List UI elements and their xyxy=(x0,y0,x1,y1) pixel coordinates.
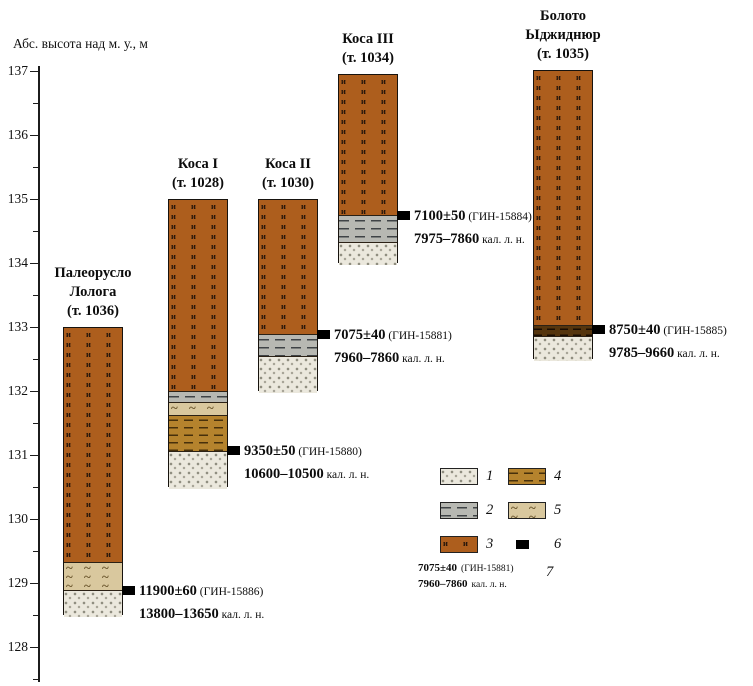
layer-peat: и и и и и и и и и и и и и и и и и и и и … xyxy=(534,70,592,325)
legend-example-lab: (ГИН-15881) xyxy=(461,564,514,574)
y-axis-minor-tick xyxy=(33,103,39,105)
pattern-glyphs: ~ ~ ~ ~ ~ ~ ~ ~ ~ ~ ~ ~ ~ ~ ~ ~ ~ ~ ~ ~ … xyxy=(171,402,214,416)
y-axis-minor-tick xyxy=(33,487,39,489)
layer-peatloam xyxy=(169,415,227,452)
legend-num-6: 6 xyxy=(554,536,562,552)
pattern-glyphs: и и и и и и и и и и и и и и и и и и и и … xyxy=(261,201,306,334)
layer-sand xyxy=(259,356,317,393)
y-axis-tick-label: 135 xyxy=(7,191,28,206)
y-axis-tick-label: 129 xyxy=(7,575,28,590)
layer-peat: и и и и и и и и и и и и и и и и и и и и … xyxy=(259,200,317,335)
y-axis-minor-tick xyxy=(33,167,39,169)
legend-num-2: 2 xyxy=(486,502,494,518)
layer-peat: и и и и и и и и и и и и и и и и и и и и … xyxy=(64,328,122,562)
y-axis-tick-label: 133 xyxy=(7,319,28,334)
legend-swatch-sand xyxy=(440,468,478,485)
layer-wavy: ~ ~ ~ ~ ~ ~ ~ ~ ~ ~ ~ ~ ~ ~ ~ ~ ~ ~ ~ ~ … xyxy=(64,561,122,592)
sample-marker xyxy=(227,446,240,456)
sample-marker xyxy=(397,211,410,221)
legend-sample-marker xyxy=(516,540,529,549)
sample-marker xyxy=(122,585,135,595)
y-axis-minor-tick xyxy=(33,551,39,553)
date-label-boloto-ydzhidnyur: 8750±40 (ГИН-15885) 9785–9660 кал. л. н. xyxy=(609,321,727,361)
y-axis-minor-tick xyxy=(33,615,39,617)
pattern-glyphs: и и и и и и и и и и и и и и и и и и и и … xyxy=(341,76,386,216)
y-axis-tick xyxy=(30,71,39,73)
column-paleoruslo-lologa: и и и и и и и и и и и и и и и и и и и и … xyxy=(63,327,123,617)
legend-num-5: 5 xyxy=(554,502,562,518)
layer-wavy: ~ ~ ~ ~ ~ ~ ~ ~ ~ ~ ~ ~ ~ ~ ~ ~ ~ ~ ~ ~ … xyxy=(169,401,227,417)
y-axis-tick-label: 128 xyxy=(7,639,28,654)
column-kosa-iii: и и и и и и и и и и и и и и и и и и и и … xyxy=(338,74,398,265)
layer-peat: и и и и и и и и и и и и и и и и и и и и … xyxy=(339,75,397,216)
legend-swatch-peat: и и и и и и и и и и и и и и и и и и и и … xyxy=(440,536,478,553)
column-boloto-ydzhidnyur: и и и и и и и и и и и и и и и и и и и и … xyxy=(533,69,593,361)
legend-example-cal: 7960–7860 xyxy=(418,578,468,590)
y-axis-tick-label: 130 xyxy=(7,511,28,526)
legend-num-4: 4 xyxy=(554,468,562,484)
y-axis-title: Абс. высота над м. у., м xyxy=(13,36,148,51)
y-axis-line xyxy=(38,66,40,682)
layer-sand xyxy=(534,335,592,361)
pattern-glyphs: ~ ~ ~ ~ ~ ~ ~ ~ ~ ~ ~ ~ ~ ~ ~ ~ ~ ~ ~ ~ … xyxy=(511,503,536,518)
y-axis-tick-label: 136 xyxy=(7,127,28,142)
legend-example-c14: 7075±40 xyxy=(418,562,458,574)
legend-date-example: 7075±40 (ГИН-15881) 7960–7860 кал. л. н. xyxy=(418,560,514,592)
y-axis-tick xyxy=(30,263,39,265)
y-axis-tick-label: 132 xyxy=(7,383,28,398)
layer-peatloam-dark xyxy=(534,324,592,337)
legend-swatch-wavy: ~ ~ ~ ~ ~ ~ ~ ~ ~ ~ ~ ~ ~ ~ ~ ~ ~ ~ ~ ~ … xyxy=(508,502,546,519)
sample-marker xyxy=(592,324,605,334)
pattern-glyphs: и и и и и и и и и и и и и и и и и и и и … xyxy=(66,329,111,562)
legend-num-3: 3 xyxy=(486,536,494,552)
column-title-kosa-ii: Коса II (т. 1030) xyxy=(262,156,314,191)
layer-peat: и и и и и и и и и и и и и и и и и и и и … xyxy=(169,200,227,391)
pattern-glyphs: ~ ~ ~ ~ ~ ~ ~ ~ ~ ~ ~ ~ ~ ~ ~ ~ ~ ~ ~ ~ … xyxy=(66,562,109,592)
date-label-paleoruslo-lologa: 11900±60 (ГИН-15886) 13800–13650 кал. л. … xyxy=(139,582,265,622)
y-axis-minor-tick xyxy=(33,423,39,425)
y-axis-minor-tick xyxy=(33,359,39,361)
layer-silt xyxy=(259,334,317,358)
pattern-glyphs: и и и и и и и и и и и и и и и и и и и и … xyxy=(536,71,581,325)
pattern-glyphs: и и и и и и и и и и и и и и и и и и и и … xyxy=(443,538,468,552)
column-kosa-i: и и и и и и и и и и и и и и и и и и и и … xyxy=(168,199,228,489)
y-axis-tick-label: 134 xyxy=(7,255,28,270)
legend-example-cal-suffix: кал. л. н. xyxy=(471,580,507,590)
y-axis-tick xyxy=(30,647,39,649)
date-label-kosa-i: 9350±50 (ГИН-15880) 10600–10500 кал. л. н… xyxy=(244,443,370,483)
layer-sand xyxy=(64,590,122,617)
y-axis-tick xyxy=(30,583,39,585)
column-title-kosa-i: Коса I (т. 1028) xyxy=(172,156,224,191)
column-title-kosa-iii: Коса III (т. 1034) xyxy=(342,31,394,67)
legend-num-1: 1 xyxy=(486,468,494,484)
y-axis-minor-tick xyxy=(33,295,39,297)
y-axis-tick-label: 131 xyxy=(7,447,28,462)
y-axis-tick xyxy=(30,519,39,521)
y-axis-minor-tick xyxy=(33,679,39,681)
column-title-paleoruslo-lologa: Палеорусло Лолога (т. 1036) xyxy=(54,265,132,319)
y-axis-minor-tick xyxy=(33,231,39,233)
legend-num-7: 7 xyxy=(546,564,554,580)
layer-silt xyxy=(339,215,397,244)
column-title-boloto-ydzhidnyur: Болото Ыджиднюр (т. 1035) xyxy=(525,7,601,62)
pattern-glyphs: и и и и и и и и и и и и и и и и и и и и … xyxy=(171,201,216,391)
y-axis-tick xyxy=(30,455,39,457)
sample-marker xyxy=(317,329,330,339)
column-kosa-ii: и и и и и и и и и и и и и и и и и и и и … xyxy=(258,199,318,393)
y-axis-tick xyxy=(30,199,39,201)
y-axis-tick xyxy=(30,135,39,137)
layer-sand xyxy=(339,242,397,265)
y-axis-tick xyxy=(30,391,39,393)
legend-swatch-peatloam xyxy=(508,468,546,485)
layer-silt xyxy=(169,390,227,403)
legend-swatch-silt xyxy=(440,502,478,519)
y-axis-tick xyxy=(30,327,39,329)
layer-sand xyxy=(169,450,227,489)
date-label-kosa-ii: 7075±40 (ГИН-15881) 7960–7860 кал. л. н. xyxy=(334,326,452,366)
y-axis-tick-label: 137 xyxy=(7,63,28,78)
date-label-kosa-iii: 7100±50 (ГИН-15884) 7975–7860 кал. л. н. xyxy=(414,208,532,248)
